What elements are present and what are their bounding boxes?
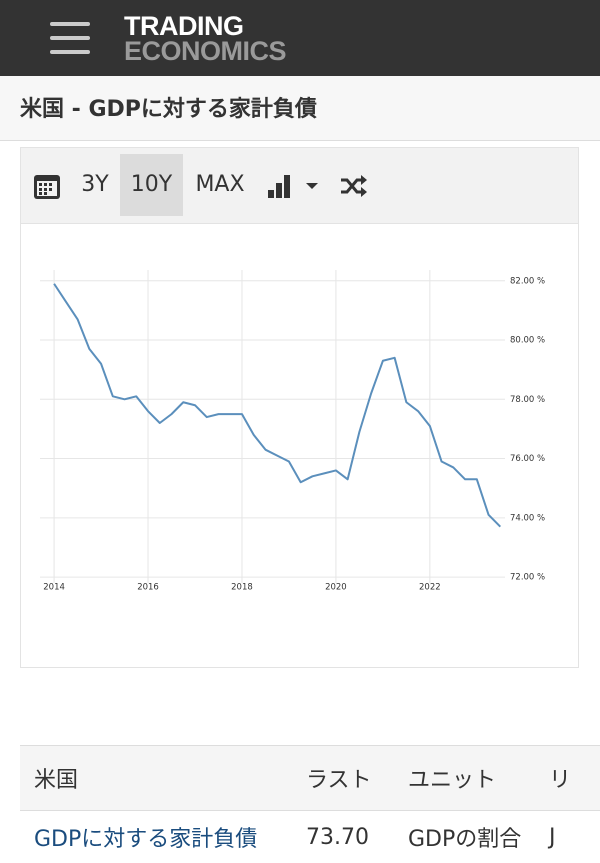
y-tick-label: 80.00 % — [510, 336, 545, 346]
x-tick-label: 2014 — [43, 583, 65, 593]
calendar-icon[interactable] — [33, 172, 61, 200]
range-button[interactable]: MAX — [189, 154, 251, 216]
x-tick-label: 2020 — [325, 583, 347, 593]
column-header: ユニット — [394, 746, 535, 811]
table-header: 米国 ラスト ユニット リ — [20, 746, 600, 811]
table-cell: J — [535, 811, 600, 863]
y-tick-label: 74.00 % — [510, 513, 545, 523]
table-cell: 73.70 — [292, 811, 394, 863]
shuffle-icon[interactable] — [339, 172, 369, 200]
y-tick-label: 78.00 % — [510, 395, 545, 405]
chart-type-icon[interactable] — [267, 172, 327, 200]
page-title: 米国 - GDPに対する家計負債 — [20, 97, 317, 123]
column-header: 米国 — [20, 746, 292, 811]
chart: 72.00 % 74.00 % 76.00 % 78.00 % 80.00 % 82.00… — [21, 223, 577, 666]
column-header: リ — [535, 746, 600, 811]
x-tick-label: 2018 — [231, 583, 253, 593]
x-tick-label: 2022 — [419, 583, 441, 593]
menu-button[interactable] — [50, 22, 90, 54]
data-line — [54, 284, 500, 527]
y-tick-label: 76.00 % — [510, 454, 545, 464]
logo-bottom[interactable]: ECONOMICS — [124, 38, 286, 65]
table-cell: GDPの割合 — [394, 811, 535, 863]
y-tick-label: 82.00 % — [510, 276, 545, 286]
title-bar: 米国 - GDPに対する家計負債 — [0, 76, 600, 141]
x-tick-label: 2016 — [137, 583, 159, 593]
table-row[interactable]: GDPに対する家計負債 73.70 GDPの割合 J — [20, 811, 600, 863]
range-button[interactable]: 3Y — [73, 154, 117, 216]
top-bar: TRADING ECONOMICS — [0, 0, 600, 76]
y-tick-label: 72.00 % — [510, 573, 545, 583]
column-header: ラスト — [292, 746, 394, 811]
data-table: 米国 ラスト ユニット リ GDPに対する家計負債 73.70 GDPの割合 J — [20, 745, 600, 863]
table-cell[interactable]: GDPに対する家計負債 — [20, 811, 292, 863]
range-button[interactable]: 10Y — [120, 154, 183, 216]
toolbar: 3Y 10Y MAX — [21, 148, 578, 224]
